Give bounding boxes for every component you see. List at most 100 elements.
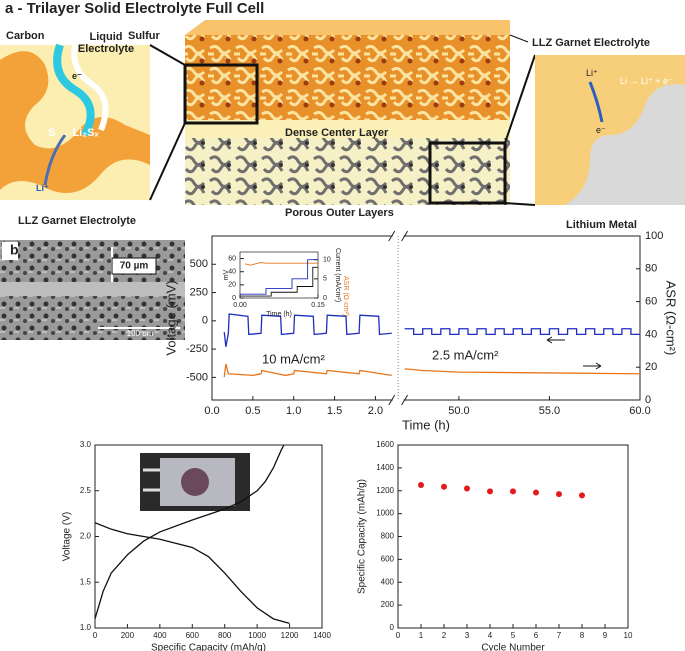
y2-tick-label: 80 (645, 263, 657, 275)
x-tick-label: 10 (624, 631, 633, 640)
y-tick-label: 1200 (376, 486, 394, 495)
plot-frame (397, 444, 629, 629)
scale-label: 100 um (127, 329, 154, 338)
x-axis-label: Time (h) (402, 417, 450, 432)
y2-tick-label: 10 (323, 257, 331, 264)
y-tick-label: 40 (228, 269, 236, 276)
annotation: ASR (Ω·cm²) (342, 276, 349, 316)
data-line (240, 266, 318, 297)
data-line (223, 363, 641, 378)
x-tick-label: 7 (557, 631, 562, 640)
y2-tick-label: 20 (645, 361, 657, 373)
data-line (94, 444, 285, 620)
y-tick-label: 3.0 (80, 440, 92, 449)
ion-path (43, 134, 67, 186)
x-tick-label: 0 (93, 631, 98, 640)
x-tick-label: 6 (534, 631, 539, 640)
y-tick-label: 1000 (376, 509, 394, 518)
y-tick-label: 2.0 (80, 532, 92, 541)
anode-layer (185, 138, 510, 205)
x-tick-label: 55.0 (539, 405, 560, 417)
cathode-layer (185, 35, 510, 120)
panel-a-art: a - Trilayer Solid Electrolyte Full Cell… (0, 0, 685, 511)
y-tick-label: 250 (190, 286, 208, 298)
panel-label: b (10, 242, 19, 258)
x-tick-label: 9 (603, 631, 608, 640)
reaction-label: S → Li₂Sₓ (48, 127, 99, 139)
y-tick-label: 1.0 (80, 623, 92, 632)
panel-label-box (2, 242, 18, 260)
plot-frame (211, 235, 641, 401)
carbon-label: Carbon (6, 30, 45, 42)
sulfur-label: Sulfur (128, 30, 160, 42)
pouch-content (181, 468, 209, 496)
x-axis-label: Specific Capacity (mAh/g) (151, 643, 266, 651)
y-axis-label: Specific Capacity (mAh/g) (357, 479, 368, 594)
y-tick-label: 1600 (376, 440, 394, 449)
y-tick-label: 400 (381, 577, 395, 586)
x-tick-label: 1.5 (327, 405, 342, 417)
y2-axis-label: ASR (Ω-cm²) (664, 281, 679, 356)
ion-label: Li⁺ (36, 183, 49, 193)
x-tick-label: 2.0 (368, 405, 383, 417)
y2-tick-label: 60 (645, 296, 657, 308)
data-line (223, 313, 640, 347)
x-tick-label: 1000 (248, 631, 266, 640)
zoom-box-left (183, 63, 259, 125)
y-axis-label: Voltage (mV) (163, 280, 178, 355)
x-tick-label: 60.0 (629, 405, 650, 417)
x-tick-label: 1200 (281, 631, 299, 640)
axis-arrow (546, 336, 565, 344)
zoom-line (149, 44, 186, 66)
axis-break (392, 398, 404, 402)
y-tick-label: 2.5 (80, 486, 92, 495)
y-tick-label: 0 (232, 295, 236, 302)
data-point (579, 492, 585, 499)
x-tick-label: 0.00 (233, 302, 247, 309)
x-axis-label: Time (h) (266, 311, 292, 318)
x-axis-label: Cycle Number (481, 643, 545, 651)
zoom-line (504, 202, 536, 206)
axis-arrow (583, 362, 602, 370)
y-axis-label: Voltage (V) (62, 512, 73, 561)
x-tick-label: 200 (121, 631, 135, 640)
y-tick-label: 500 (190, 258, 208, 270)
data-point (441, 483, 447, 490)
liquid-label: Liquid Electrolyte (77, 31, 135, 55)
annotation: 2.5 mA/cm² (432, 347, 499, 362)
data-point (556, 491, 562, 498)
y2-tick-label: 5 (323, 276, 327, 283)
x-tick-label: 1.0 (286, 405, 301, 417)
llz-label: LLZ Garnet Electrolyte (532, 37, 650, 49)
data-point (487, 488, 493, 495)
y-tick-label: -500 (186, 371, 208, 383)
leader-line (509, 34, 529, 43)
break-mark (388, 230, 396, 242)
x-tick-label: 0.5 (245, 405, 260, 417)
y-tick-label: 60 (228, 255, 236, 262)
data-point (533, 489, 539, 496)
annotation: 10 mA/cm² (262, 351, 326, 366)
y-tick-label: 1.5 (80, 577, 92, 586)
break-mark (401, 394, 409, 406)
reaction-label: Li → Li⁺ + e⁻ (620, 76, 673, 86)
x-tick-label: 1400 (313, 631, 331, 640)
x-tick-label: 0.15 (311, 302, 325, 309)
break-mark (388, 394, 396, 406)
x-tick-label: 5 (511, 631, 516, 640)
electron-label: e⁻ (72, 71, 82, 81)
x-tick-label: 800 (218, 631, 232, 640)
zoom-line (504, 54, 536, 144)
y-tick-label: 1400 (376, 463, 394, 472)
lithium-label: Lithium Metal (566, 219, 637, 231)
y-tick-label: 600 (381, 554, 395, 563)
data-point (418, 482, 424, 489)
garnet-region (535, 55, 685, 205)
zoom-box-right (428, 141, 507, 205)
sulfur-region (0, 51, 150, 193)
electron-label: e⁻ (596, 125, 606, 135)
y-tick-label: 0 (202, 315, 208, 327)
y-tick-label: -250 (186, 343, 208, 355)
